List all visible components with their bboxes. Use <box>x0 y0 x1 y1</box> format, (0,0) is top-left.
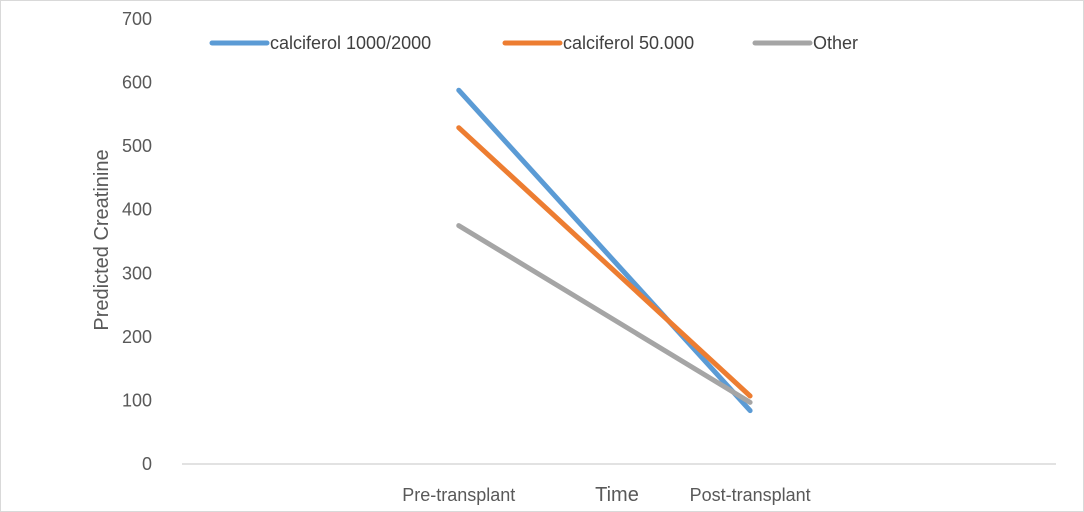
x-axis-title: Time <box>595 484 639 506</box>
y-tick-label: 400 <box>122 200 152 220</box>
y-tick-label: 100 <box>122 390 152 410</box>
y-axis-title: Predicted Creatinine <box>91 149 113 330</box>
legend-label: calciferol 1000/2000 <box>270 33 431 53</box>
legend-label: Other <box>813 33 858 53</box>
legend: calciferol 1000/2000 calciferol 50.000 Oth… <box>209 33 858 53</box>
y-tick-label: 700 <box>122 9 152 29</box>
x-tick-label: Pre-transplant <box>402 485 515 505</box>
y-tick-label: 300 <box>122 263 152 283</box>
y-axis-ticks: 0 100 200 300 400 500 600 700 <box>122 9 152 474</box>
y-tick-label: 0 <box>142 454 152 474</box>
legend-label: calciferol 50.000 <box>563 33 694 53</box>
y-tick-label: 600 <box>122 73 152 93</box>
series-lines <box>456 87 753 414</box>
y-tick-label: 200 <box>122 327 152 347</box>
x-tick-label: Post-transplant <box>690 485 811 505</box>
x-axis-ticks: Pre-transplant Post-transplant <box>402 485 810 505</box>
y-tick-label: 500 <box>122 136 152 156</box>
series-line <box>456 125 753 399</box>
series-line <box>456 223 753 405</box>
series-line <box>456 87 753 414</box>
